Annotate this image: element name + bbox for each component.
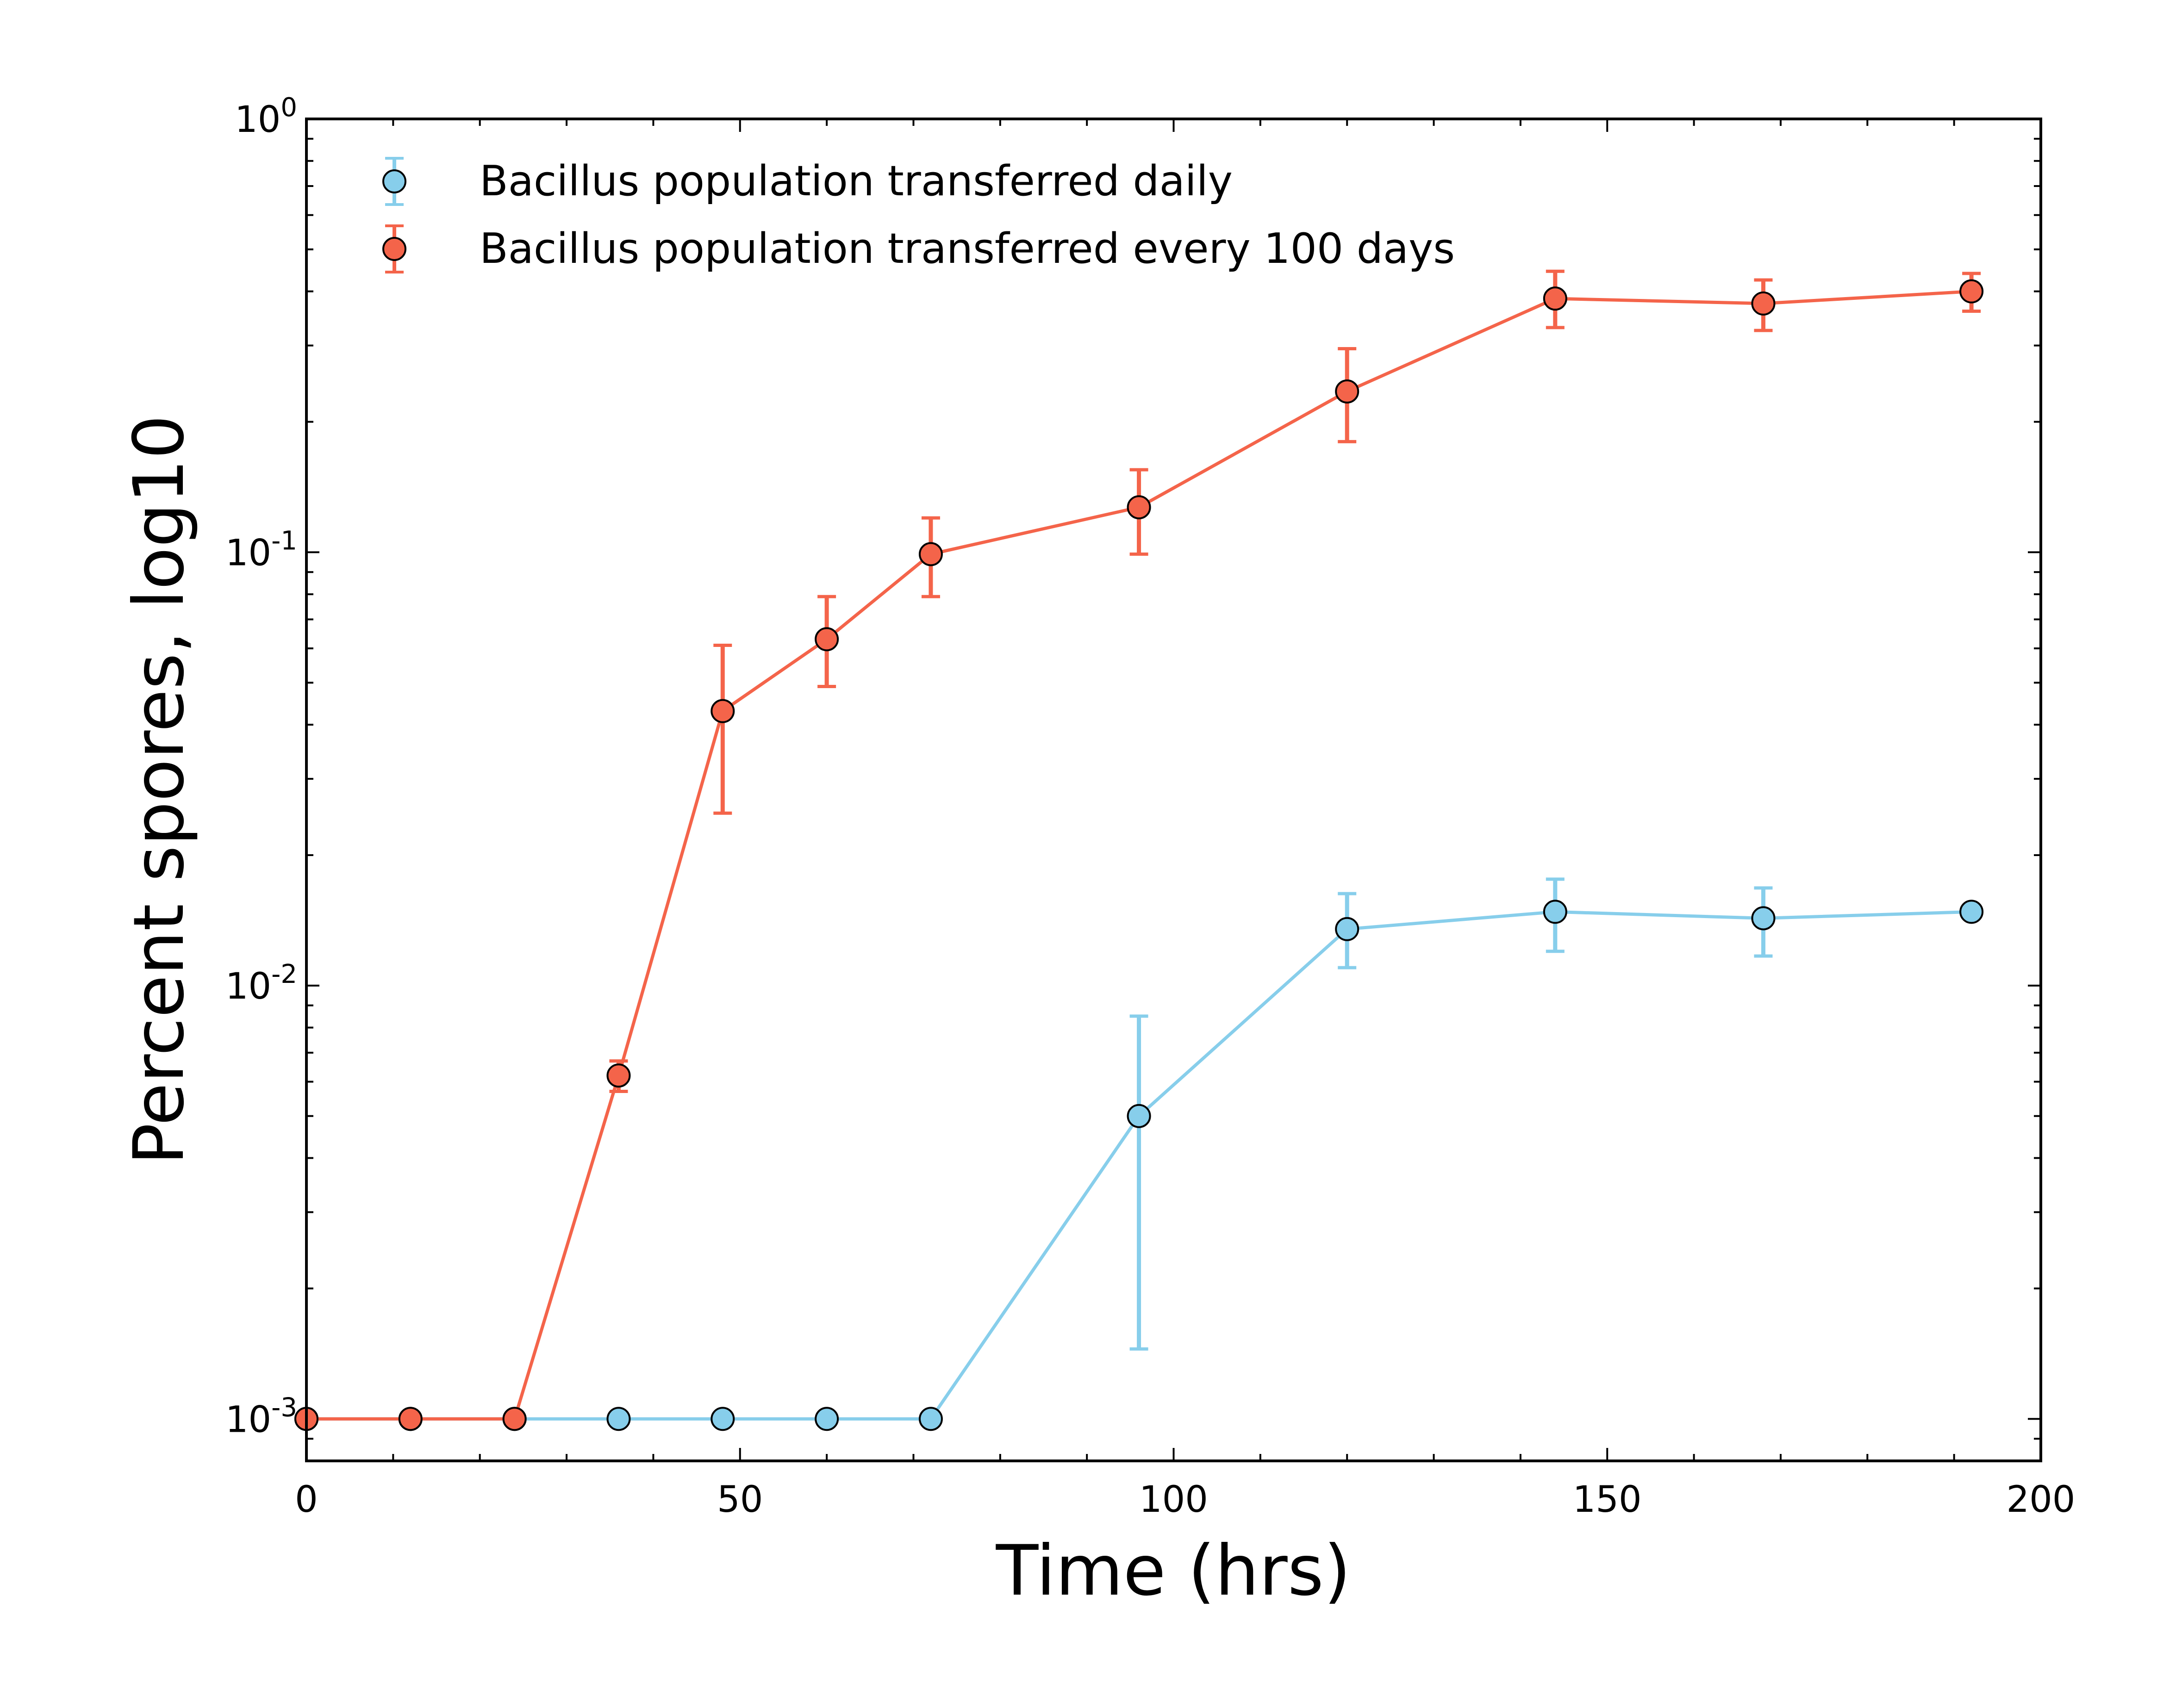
data-point: [1751, 291, 1776, 316]
data-point: [1335, 379, 1359, 404]
y-tick-label: 100: [235, 93, 297, 141]
data-point: [1959, 279, 1984, 304]
series-layer: [294, 269, 1984, 1431]
legend-item-series-2: Bacillus population transferred every 10…: [382, 224, 1455, 273]
data-point: [1335, 917, 1359, 941]
legend-label-series-2: Bacillus population transferred every 10…: [480, 224, 1455, 273]
data-point: [1127, 495, 1151, 520]
y-tick-label: 10-3: [225, 1392, 297, 1441]
data-point: [918, 1407, 943, 1431]
data-point: [1127, 1104, 1151, 1128]
data-point: [502, 1407, 527, 1431]
legend-item-series-1: Bacillus population transferred daily: [382, 157, 1233, 206]
plot-frame: [305, 118, 2042, 1462]
data-point: [606, 1063, 631, 1088]
data-point: [1543, 900, 1567, 924]
data-point: [815, 627, 839, 652]
x-tick-label: 0: [295, 1479, 318, 1521]
legend-point: [382, 169, 406, 193]
data-point: [398, 1407, 423, 1431]
data-point: [711, 699, 735, 723]
legend-point: [382, 237, 406, 261]
x-axis-title: Time (hrs): [996, 1531, 1351, 1611]
data-point: [1543, 286, 1567, 311]
y-tick-label: 10-2: [225, 959, 297, 1007]
data-point: [918, 542, 943, 566]
x-tick-label: 200: [2007, 1479, 2076, 1521]
data-point: [606, 1407, 631, 1431]
series-1: [294, 877, 1984, 1431]
y-axis-title: Percent spores, log10: [119, 415, 199, 1165]
legend-label-series-1: Bacillus population transferred daily: [480, 157, 1233, 205]
series-2: [294, 269, 1984, 1431]
x-tick-label: 100: [1139, 1479, 1208, 1521]
data-point: [711, 1407, 735, 1431]
x-tick-label: 150: [1573, 1479, 1642, 1521]
legend-marker-series-1: [382, 157, 406, 206]
series-line: [306, 290, 1972, 1421]
data-point: [815, 1407, 839, 1431]
ticks-layer: 0 50 100 150 200 10-3 10-2 10-1 100: [225, 93, 2076, 1521]
legend-marker-series-2: [382, 224, 406, 273]
legend: Bacillus population transferred daily Ba…: [382, 157, 1455, 273]
x-tick-label: 50: [717, 1479, 763, 1521]
data-point: [1751, 906, 1776, 931]
data-point: [1959, 900, 1984, 924]
y-tick-label: 10-1: [225, 526, 297, 574]
